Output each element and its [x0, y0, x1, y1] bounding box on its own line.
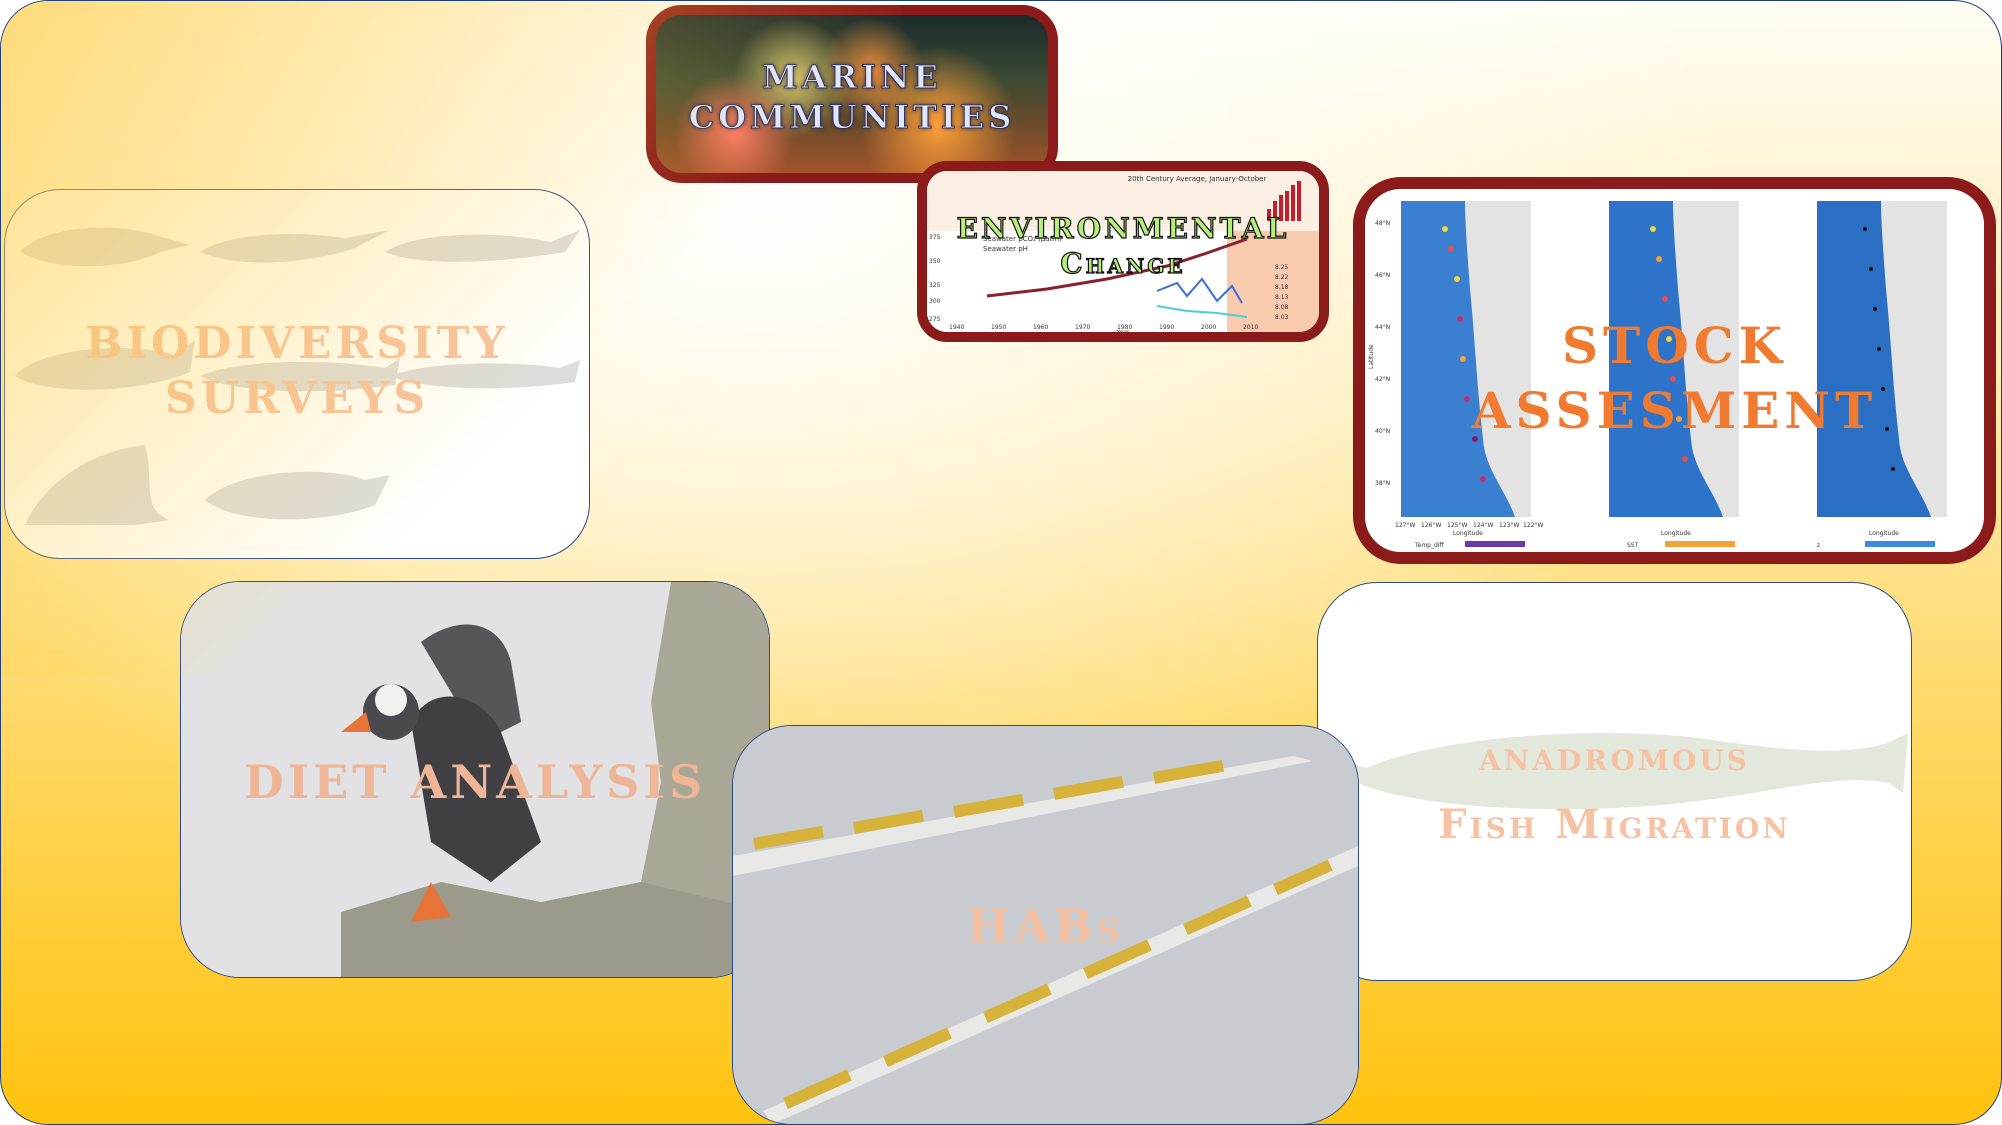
- environmental-change-card[interactable]: 20th Century Average, January-October Se…: [917, 161, 1329, 342]
- y2-tick: 8.18: [1275, 284, 1289, 291]
- fish-silhouettes-image: [15, 227, 580, 525]
- lat-tick: 38°N: [1375, 480, 1390, 487]
- y-tick: 325: [929, 282, 941, 289]
- lon-tick: 124°W: [1473, 522, 1493, 529]
- survey-points: [1442, 226, 1895, 482]
- x-axis-label: Longitude: [1453, 530, 1483, 537]
- legend-ph: Seawater pH: [983, 245, 1028, 253]
- y-tick: 375: [929, 234, 941, 241]
- lon-tick: 127°W: [1395, 522, 1415, 529]
- x-axis-label: Longitude: [1661, 530, 1691, 537]
- diatom-chain-image: [733, 726, 1358, 1124]
- biodiversity-title: BIODIVERSITY SURVEYS: [5, 316, 589, 426]
- stock-assessment-card[interactable]: 48°N 46°N 44°N 42°N 40°N 38°N 127°W 126°…: [1353, 177, 1996, 564]
- x-tick: 1970: [1075, 324, 1090, 331]
- stock-title-line2: ASSESMENT: [1471, 381, 1878, 440]
- map-panel-3: [1817, 201, 1947, 517]
- x-tick: 1960: [1033, 324, 1048, 331]
- x-tick: 1950: [991, 324, 1006, 331]
- lon-tick: 126°W: [1421, 522, 1441, 529]
- x-tick: 1990: [1159, 324, 1174, 331]
- x-axis-label: Longitude: [1869, 530, 1899, 537]
- y2-tick: 8.08: [1275, 304, 1289, 311]
- x-tick: 2000: [1201, 324, 1216, 331]
- legend-title: z: [1817, 542, 1820, 549]
- anadromous-title-line2: Fish Migration: [1438, 801, 1791, 848]
- marine-communities-card[interactable]: MARINE COMMUNITIES: [646, 5, 1058, 183]
- environmental-change-title: ENVIRONMENTAL Change: [927, 211, 1319, 281]
- ph-line: [1156, 277, 1243, 304]
- x-tick: 2010: [1243, 324, 1258, 331]
- env-chart-title: 20th Century Average, January-October: [1128, 175, 1267, 183]
- y-axis-label: Latitude: [1368, 344, 1375, 369]
- map-panel-2: [1609, 201, 1739, 517]
- biodiversity-title-line2: SURVEYS: [164, 373, 429, 424]
- habs-card[interactable]: HABs: [732, 725, 1359, 1124]
- habs-title: HABs: [966, 899, 1125, 953]
- anadromous-fish-card[interactable]: anadromous Fish Migration: [1317, 582, 1912, 981]
- lat-tick: 46°N: [1375, 272, 1390, 279]
- stock-assessment-title: STOCK ASSESMENT: [1365, 313, 1984, 443]
- x-axis-label: Year: [1116, 329, 1130, 332]
- y-tick: 300: [929, 298, 941, 305]
- y-tick: 275: [929, 316, 941, 323]
- anadromous-title: anadromous Fish Migration: [1318, 723, 1911, 859]
- temperature-bars: [1267, 181, 1301, 221]
- legend-title: SST: [1627, 542, 1639, 549]
- stock-maps-image: 48°N 46°N 44°N 42°N 40°N 38°N 127°W 126°…: [1365, 189, 1984, 552]
- biodiversity-surveys-card[interactable]: BIODIVERSITY SURVEYS: [4, 189, 590, 559]
- stock-title-line1: STOCK: [1561, 316, 1788, 375]
- y2-tick: 8.25: [1275, 264, 1289, 271]
- anadromous-title-line1: anadromous: [1478, 733, 1750, 780]
- diet-analysis-title: DIET ANALYSIS: [243, 755, 707, 809]
- y2-tick: 8.22: [1275, 274, 1289, 281]
- y2-tick: 8.03: [1275, 314, 1289, 321]
- lon-tick: 122°W: [1523, 522, 1543, 529]
- pco2-line: [986, 237, 1248, 298]
- lon-tick: 125°W: [1447, 522, 1467, 529]
- marine-title-line2: COMMUNITIES: [688, 98, 1016, 137]
- env-title-line2: Change: [1060, 246, 1186, 280]
- climate-chart-image: 20th Century Average, January-October Se…: [927, 171, 1319, 332]
- legend-title: Temp_diff: [1414, 542, 1444, 549]
- lat-tick: 40°N: [1375, 428, 1390, 435]
- x-tick: 1940: [949, 324, 964, 331]
- lat-tick: 44°N: [1375, 324, 1390, 331]
- legend-pco2: Seawater pCO₂ (μatm): [983, 235, 1062, 243]
- lat-tick: 48°N: [1375, 220, 1390, 227]
- y-tick: 350: [929, 258, 941, 265]
- biodiversity-title-line1: BIODIVERSITY: [85, 318, 509, 369]
- marine-title-line1: MARINE: [762, 58, 942, 97]
- diet-analysis-card[interactable]: DIET ANALYSIS: [180, 581, 770, 978]
- y2-tick: 8.13: [1275, 294, 1289, 301]
- env-title-line1: ENVIRONMENTAL: [956, 211, 1290, 245]
- lon-tick: 123°W: [1499, 522, 1519, 529]
- marine-communities-title: MARINE COMMUNITIES: [656, 57, 1048, 137]
- x-tick: 1980: [1117, 324, 1132, 331]
- lat-tick: 42°N: [1375, 376, 1390, 383]
